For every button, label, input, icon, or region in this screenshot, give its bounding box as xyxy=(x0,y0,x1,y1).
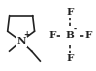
Text: F: F xyxy=(66,8,74,17)
Text: F: F xyxy=(85,31,92,40)
Text: -: - xyxy=(74,25,77,34)
Text: N: N xyxy=(16,37,26,46)
Text: F: F xyxy=(48,31,55,40)
Text: +: + xyxy=(23,30,30,39)
Text: B: B xyxy=(66,31,74,40)
Text: F: F xyxy=(66,54,74,63)
